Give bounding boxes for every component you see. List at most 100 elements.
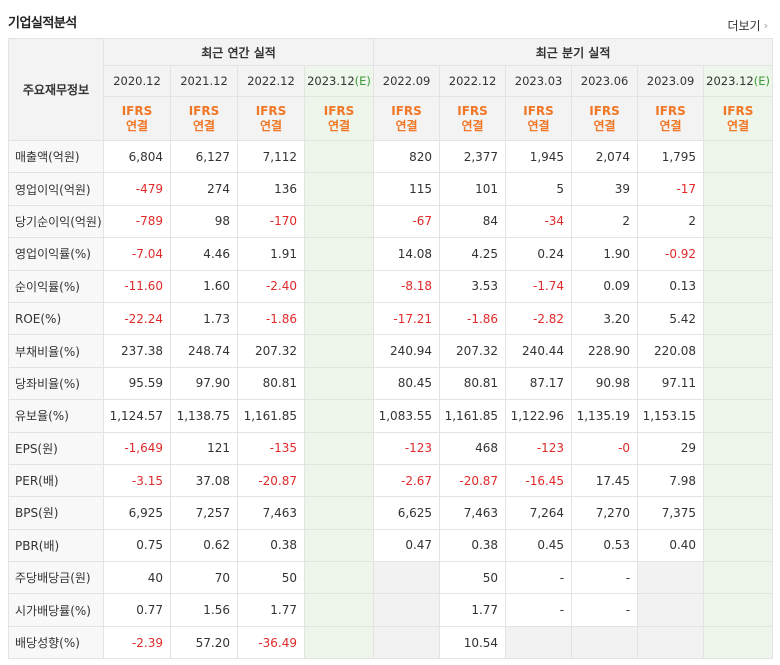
accounting-basis: IFRS 연결 — [237, 96, 305, 141]
table-cell: 39 — [571, 172, 639, 206]
table-cell: 2,074 — [571, 139, 639, 174]
accounting-scope: 연결 — [659, 118, 682, 133]
table-cell — [303, 269, 375, 303]
table-cell: 97.90 — [170, 366, 238, 401]
table-cell: 4.46 — [170, 237, 238, 271]
table-cell: 1,795 — [637, 139, 705, 174]
table-cell: -135 — [237, 431, 305, 465]
table-row: 영업이익(억원) -479 274 136 115 101 5 39 -17 — [8, 172, 774, 206]
table-cell — [703, 172, 774, 206]
table-cell: 115 — [373, 172, 441, 206]
period-label: 2022.12 — [247, 74, 295, 88]
table-cell — [373, 561, 441, 595]
table-cell — [703, 334, 774, 368]
accounting-standard: IFRS — [323, 103, 355, 118]
table-cell: -789 — [103, 204, 171, 239]
table-cell: 5.42 — [637, 301, 705, 336]
table-cell: -7.04 — [103, 237, 171, 271]
table-cell — [303, 204, 375, 239]
table-cell: - — [571, 561, 639, 595]
more-label[interactable]: 더보기 — [727, 19, 761, 33]
table-cell: -67 — [373, 204, 441, 239]
table-cell: 4.25 — [439, 237, 507, 271]
row-label: 영업이익(억원) — [8, 172, 104, 206]
table-row: PBR(배) 0.75 0.62 0.38 0.47 0.38 0.45 0.53 0.40 — [8, 528, 774, 563]
table-cell: 121 — [170, 431, 238, 465]
table-cell: 17.45 — [571, 463, 639, 498]
accounting-scope: 연결 — [727, 118, 750, 133]
accounting-standard: IFRS — [523, 103, 554, 118]
table-cell: 1.73 — [170, 301, 238, 336]
table-cell: 468 — [439, 431, 507, 465]
accounting-standard: IFRS — [722, 103, 754, 118]
section-header: 기업실적분석 더보기 › — [8, 0, 780, 38]
table-cell: -8.18 — [373, 269, 441, 303]
table-cell: -17.21 — [373, 301, 441, 336]
table-cell: 2 — [571, 204, 639, 239]
period-header: 2023.12(E) — [303, 65, 375, 97]
period-label: 2022.12 — [448, 74, 497, 88]
table-row: 순이익률(%) -11.60 1.60 -2.40 -8.18 3.53 -1.74 0.09… — [8, 269, 774, 303]
table-cell: -3.15 — [103, 463, 171, 498]
table-cell: 80.81 — [439, 366, 507, 401]
table-cell: 80.81 — [237, 366, 305, 401]
table-cell: -479 — [103, 172, 171, 206]
accounting-standard: IFRS — [655, 103, 686, 118]
table-cell: 3.20 — [571, 301, 639, 336]
table-cell — [703, 237, 774, 271]
table-cell: 820 — [373, 139, 441, 174]
table-row: EPS(원) -1,649 121 -135 -123 468 -123 -0 29 — [8, 431, 774, 465]
table-row: ROE(%) -22.24 1.73 -1.86 -17.21 -1.86 -2.82 3.2… — [8, 301, 774, 336]
table-cell: 14.08 — [373, 237, 441, 271]
table-cell: 84 — [439, 204, 507, 239]
table-cell: 98 — [170, 204, 238, 239]
table-cell: 7.98 — [637, 463, 705, 498]
table-cell: 7,112 — [237, 139, 305, 174]
accounting-basis: IFRS 연결 — [571, 96, 639, 141]
row-label: BPS(원) — [8, 496, 104, 530]
row-header-cell: 주요재무정보 — [8, 38, 104, 141]
table-cell: 1.56 — [170, 593, 238, 627]
accounting-standard: IFRS — [188, 103, 220, 118]
table-cell — [373, 593, 441, 627]
table-cell: 6,925 — [103, 496, 171, 530]
accounting-scope: 연결 — [461, 118, 484, 133]
table-cell: 7,463 — [237, 496, 305, 530]
table-row: 당기순이익(억원) -789 98 -170 -67 84 -34 2 2 — [8, 204, 774, 239]
row-label: 순이익률(%) — [8, 269, 104, 303]
table-cell — [703, 561, 774, 595]
table-cell — [703, 463, 774, 498]
table-cell: 228.90 — [571, 334, 639, 368]
period-label: 2023.12 — [706, 74, 754, 88]
accounting-scope: 연결 — [593, 118, 616, 133]
table-cell — [303, 593, 375, 627]
table-cell — [303, 399, 375, 433]
accounting-scope: 연결 — [395, 118, 418, 133]
table-cell: - — [571, 593, 639, 627]
table-cell: 1,135.19 — [571, 399, 639, 433]
table-cell: 0.47 — [373, 528, 441, 563]
more-link[interactable]: 더보기 › — [727, 17, 768, 34]
table-cell: -20.87 — [439, 463, 507, 498]
table-cell: 1.77 — [237, 593, 305, 627]
table-row: PER(배) -3.15 37.08 -20.87 -2.67 -20.87 -16.45 1… — [8, 463, 774, 498]
table-cell: 1.90 — [571, 237, 639, 271]
section-title: 기업실적분석 — [8, 16, 77, 31]
row-label: 당좌비율(%) — [8, 366, 104, 401]
period-label: 2023.09 — [646, 74, 695, 88]
table-cell — [303, 463, 375, 498]
table-cell: 237.38 — [103, 334, 171, 368]
row-label: 당기순이익(억원) — [8, 204, 104, 239]
chevron-right-icon: › — [763, 19, 768, 32]
accounting-basis: IFRS 연결 — [637, 96, 705, 141]
accounting-scope: 연결 — [259, 118, 283, 133]
table-cell: 248.74 — [170, 334, 238, 368]
table-cell — [505, 625, 573, 660]
table-cell: 0.53 — [571, 528, 639, 563]
table-cell: 1,138.75 — [170, 399, 238, 433]
period-header: 2021.12 — [170, 65, 238, 97]
table-cell: 87.17 — [505, 366, 573, 401]
accounting-basis: IFRS 연결 — [303, 96, 375, 141]
table-cell: 2,377 — [439, 139, 507, 174]
financial-table: 주요재무정보 최근 연간 실적 최근 분기 실적 2020.12 2021.12 2… — [8, 38, 774, 660]
